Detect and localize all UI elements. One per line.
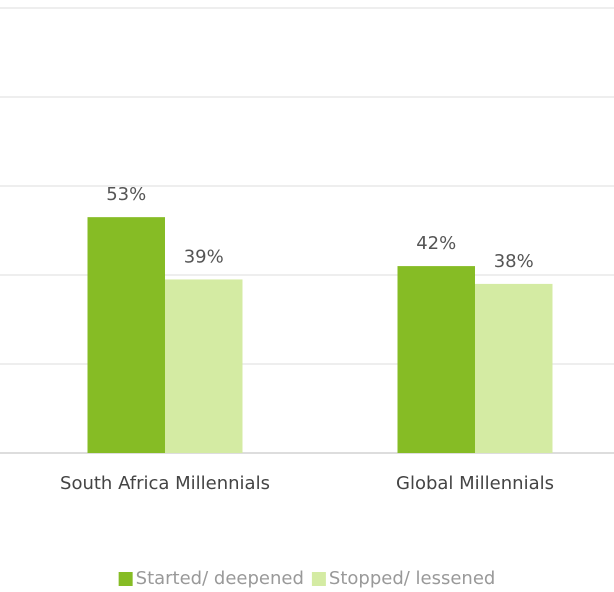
data-label: 39% xyxy=(184,246,224,267)
x-tick-label: South Africa Millennials xyxy=(60,473,270,494)
data-label: 42% xyxy=(416,233,456,254)
legend-swatch xyxy=(118,572,133,586)
legend-label: Started/ deepened xyxy=(136,568,304,589)
bar xyxy=(397,266,475,453)
bar xyxy=(165,279,243,453)
legend-label: Stopped/ lessened xyxy=(329,568,495,589)
x-tick-label: Global Millennials xyxy=(396,473,554,494)
data-label: 38% xyxy=(494,251,534,272)
data-label: 53% xyxy=(106,184,146,205)
bar xyxy=(475,283,553,453)
bar xyxy=(87,217,165,453)
legend-swatch xyxy=(311,572,326,586)
